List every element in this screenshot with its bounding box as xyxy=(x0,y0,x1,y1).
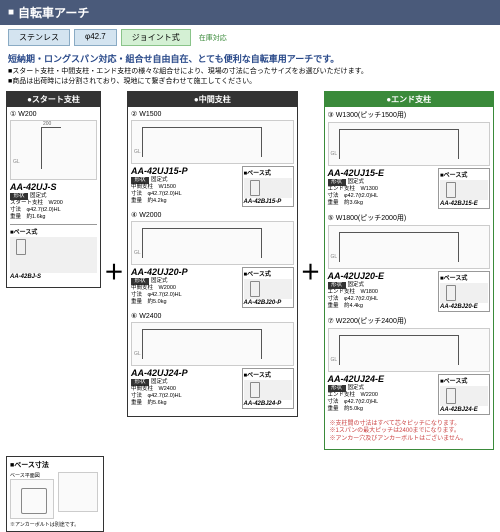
end-diagram: GL xyxy=(328,225,490,269)
start-base-name: AA-42BJ-S xyxy=(10,274,97,280)
base-dim-title: ベース寸法 xyxy=(10,460,100,470)
base-side-diagram xyxy=(58,472,98,512)
page-header: 自転車アーチ xyxy=(0,0,500,25)
tag-phi: φ42.7 xyxy=(74,29,117,46)
mid-header: ④ W2000 xyxy=(131,211,293,219)
note-3: アンカー穴及びアンカーボルトはございません。 xyxy=(330,436,488,444)
mid-name: AA-42UJ20-P xyxy=(131,267,239,277)
end-base-box: ベース式 AA-42BJ20-E xyxy=(438,271,490,312)
mid-base-box: ベース式 AA-42BJ24-P xyxy=(242,368,294,409)
end-item: ⑤ W1800(ピッチ2000用) GL AA-42UJ20-E 形状固定式 エ… xyxy=(328,213,490,312)
base-plan-diagram xyxy=(10,479,54,519)
start-base-title: ベース式 xyxy=(10,227,97,236)
mid-base-box: ベース式 AA-42BJ20-P xyxy=(242,267,294,308)
mid-diagram: GL xyxy=(131,322,293,366)
desc-2: ■商品は出荷時には分割されており、現地にて繋ぎ合わせて施工してください。 xyxy=(0,77,500,87)
end-header: ⑤ W1800(ピッチ2000用) xyxy=(328,213,490,223)
mid-name: AA-42UJ15-P xyxy=(131,166,239,176)
lead-text: 短納期・ロングスパン対応・組合せ自由自在、とても便利な自転車用アーチです。 xyxy=(0,50,500,67)
end-name: AA-42UJ24-E xyxy=(328,374,436,384)
start-shape: 固定式 xyxy=(30,193,47,200)
end-diagram: GL xyxy=(328,122,490,166)
page-title: 自転車アーチ xyxy=(18,4,89,21)
end-header: ⑦ W2200(ピッチ2400用) xyxy=(328,316,490,326)
end-base-box: ベース式 AA-42BJ15-E xyxy=(438,168,490,209)
end-name: AA-42UJ20-E xyxy=(328,271,436,281)
col-start: ●スタート支柱 ① W200 GL 200 AA-42UJ-S 形状固定式 スタ… xyxy=(6,91,101,289)
start-name: AA-42UJ-S xyxy=(10,182,97,192)
mid-item: ② W1500 GL AA-42UJ15-P 形状固定式 中間支柱 W1500 … xyxy=(131,110,293,207)
start-diagram: GL 200 xyxy=(10,120,97,180)
end-diagram: GL xyxy=(328,328,490,372)
start-item: ① W200 GL 200 AA-42UJ-S 形状固定式 スタート支柱 W20… xyxy=(10,110,97,281)
col-end-title: ●エンド支柱 xyxy=(325,92,493,107)
start-spec1: スタート支柱 W200 xyxy=(10,200,97,207)
mid-name: AA-42UJ24-P xyxy=(131,368,239,378)
tag-joint: ジョイント式 xyxy=(121,29,191,46)
col-mid-title: ●中間支柱 xyxy=(128,92,296,107)
start-spec2: 寸法 φ42.7(t2.0)HL xyxy=(10,207,97,214)
base-dim-box: ベース寸法 ベース平面図 ※アンカーボルトは別途です。 xyxy=(6,456,104,532)
tag-stainless: ステンレス xyxy=(8,29,70,46)
col-end: ●エンド支柱 ③ W1300(ピッチ1500用) GL AA-42UJ15-E … xyxy=(324,91,494,450)
plus-2: ＋ xyxy=(300,256,322,285)
end-base-box: ベース式 AA-42BJ24-E xyxy=(438,374,490,415)
end-item: ③ W1300(ピッチ1500用) GL AA-42UJ15-E 形状固定式 エ… xyxy=(328,110,490,209)
col-start-title: ●スタート支柱 xyxy=(7,92,100,107)
mid-diagram: GL xyxy=(131,120,293,164)
start-spec3: 重量 約1.6kg xyxy=(10,214,97,221)
shape-label: 形状 xyxy=(10,193,28,200)
end-header: ③ W1300(ピッチ1500用) xyxy=(328,110,490,120)
notes: 支柱間の寸法はすべて芯々ピッチになります。 1スパンの最大ピッチは2400までに… xyxy=(328,419,490,446)
plus-1: ＋ xyxy=(103,256,125,285)
stock-label: 在庫対応 xyxy=(199,33,227,43)
mid-item: ④ W2000 GL AA-42UJ20-P 形状固定式 中間支柱 W2000 … xyxy=(131,211,293,308)
desc-1: ■スタート支柱・中間支柱・エンド支柱の様々な組合せにより、現場の寸法に合ったサイ… xyxy=(0,67,500,77)
mid-header: ⑥ W2400 xyxy=(131,312,293,320)
mid-header: ② W1500 xyxy=(131,110,293,118)
mid-base-box: ベース式 AA-42BJ15-P xyxy=(242,166,294,207)
end-name: AA-42UJ15-E xyxy=(328,168,436,178)
mid-item: ⑥ W2400 GL AA-42UJ24-P 形状固定式 中間支柱 W2400 … xyxy=(131,312,293,409)
main-layout: ●スタート支柱 ① W200 GL 200 AA-42UJ-S 形状固定式 スタ… xyxy=(0,87,500,454)
tag-row: ステンレス φ42.7 ジョイント式 在庫対応 xyxy=(0,25,500,50)
start-w: W200 xyxy=(18,111,36,118)
mid-diagram: GL xyxy=(131,221,293,265)
base-dim-note: ※アンカーボルトは別途です。 xyxy=(10,521,100,528)
base-plan-label: ベース平面図 xyxy=(10,472,54,479)
start-base-thumb xyxy=(10,237,97,273)
col-mid: ●中間支柱 ② W1500 GL AA-42UJ15-P 形状固定式 中間支柱 … xyxy=(127,91,297,417)
end-item: ⑦ W2200(ピッチ2400用) GL AA-42UJ24-E 形状固定式 エ… xyxy=(328,316,490,415)
start-num: ① xyxy=(10,110,16,118)
start-header: ① W200 xyxy=(10,110,97,118)
